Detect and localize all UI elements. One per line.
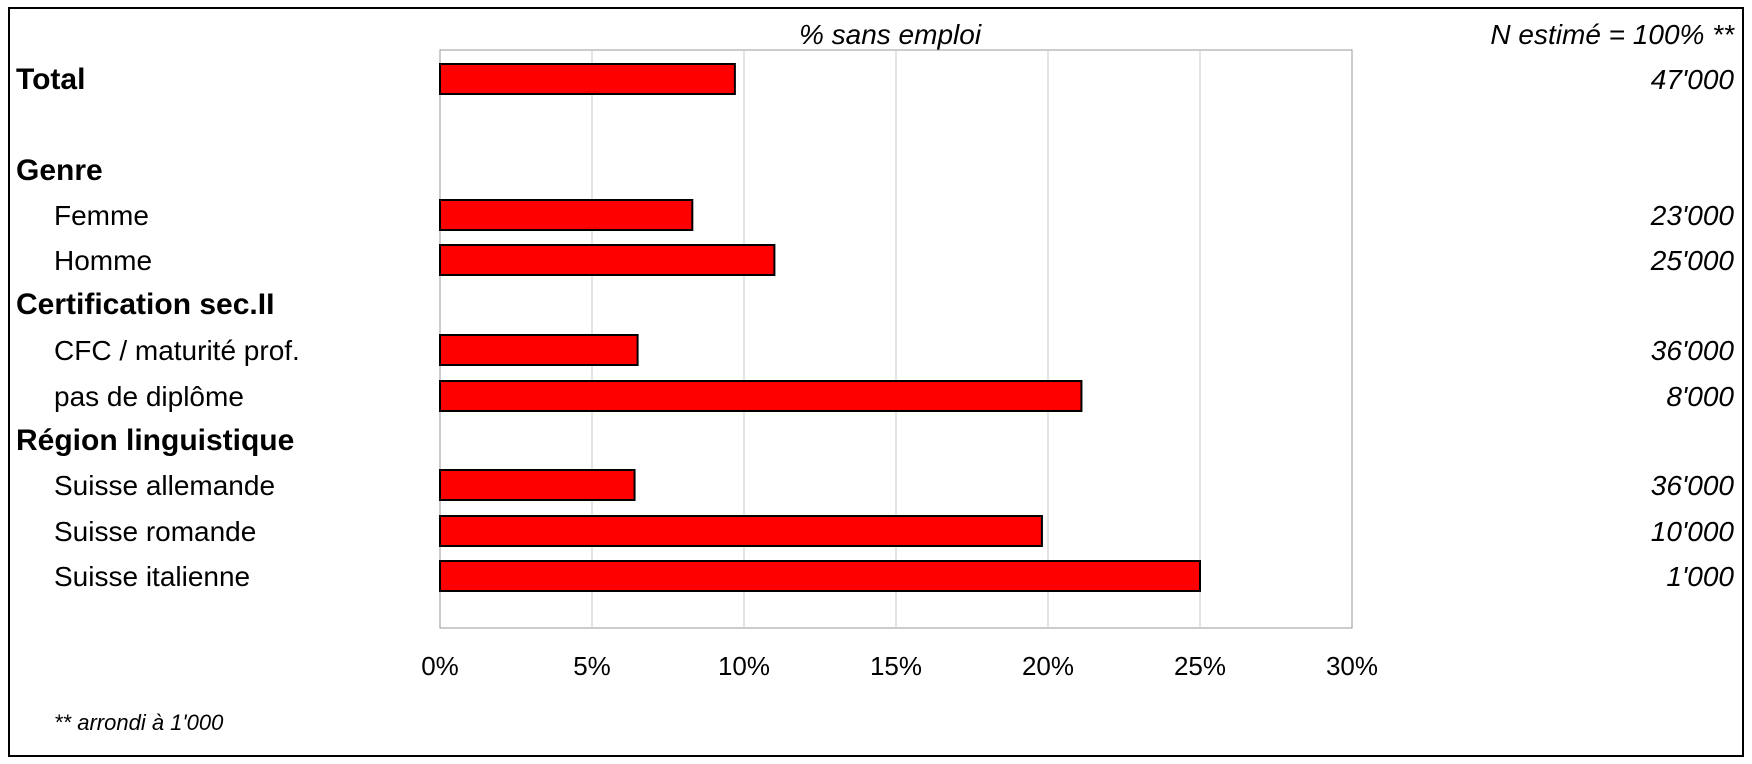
- category-label: Suisse allemande: [54, 470, 275, 501]
- n-value: 25'000: [1650, 245, 1735, 276]
- bar: [439, 469, 636, 501]
- bar: [439, 380, 1083, 412]
- x-tick-label: 20%: [1022, 651, 1074, 681]
- footnote: ** arrondi à 1'000: [54, 710, 224, 735]
- chart-title: % sans emploi: [799, 19, 982, 50]
- bar: [439, 334, 639, 366]
- n-column-header: N estimé = 100% **: [1490, 19, 1735, 50]
- group-label: Genre: [16, 154, 103, 187]
- group-label: Total: [16, 63, 85, 96]
- n-value: 36'000: [1651, 470, 1735, 501]
- bar: [439, 515, 1043, 547]
- n-value: 10'000: [1651, 516, 1735, 547]
- bar: [439, 199, 694, 231]
- x-tick-label: 25%: [1174, 651, 1226, 681]
- x-tick-label: 15%: [870, 651, 922, 681]
- category-label: pas de diplôme: [54, 381, 244, 412]
- n-value: 47'000: [1651, 64, 1735, 95]
- bar: [439, 244, 776, 276]
- category-label: Suisse italienne: [54, 561, 250, 592]
- n-value: 8'000: [1666, 381, 1734, 412]
- bar: [439, 560, 1201, 592]
- group-label: Région linguistique: [16, 424, 294, 457]
- group-label: Certification sec.II: [16, 288, 274, 321]
- category-label: CFC / maturité prof.: [54, 335, 300, 366]
- x-tick-label: 0%: [421, 651, 459, 681]
- n-value: 36'000: [1651, 335, 1735, 366]
- x-tick-label: 10%: [718, 651, 770, 681]
- category-label: Homme: [54, 245, 152, 276]
- x-tick-label: 30%: [1326, 651, 1378, 681]
- x-tick-label: 5%: [573, 651, 611, 681]
- category-label: Suisse romande: [54, 516, 256, 547]
- n-value: 23'000: [1650, 200, 1735, 231]
- bar: [439, 63, 736, 95]
- category-label: Femme: [54, 200, 149, 231]
- n-value: 1'000: [1666, 561, 1734, 592]
